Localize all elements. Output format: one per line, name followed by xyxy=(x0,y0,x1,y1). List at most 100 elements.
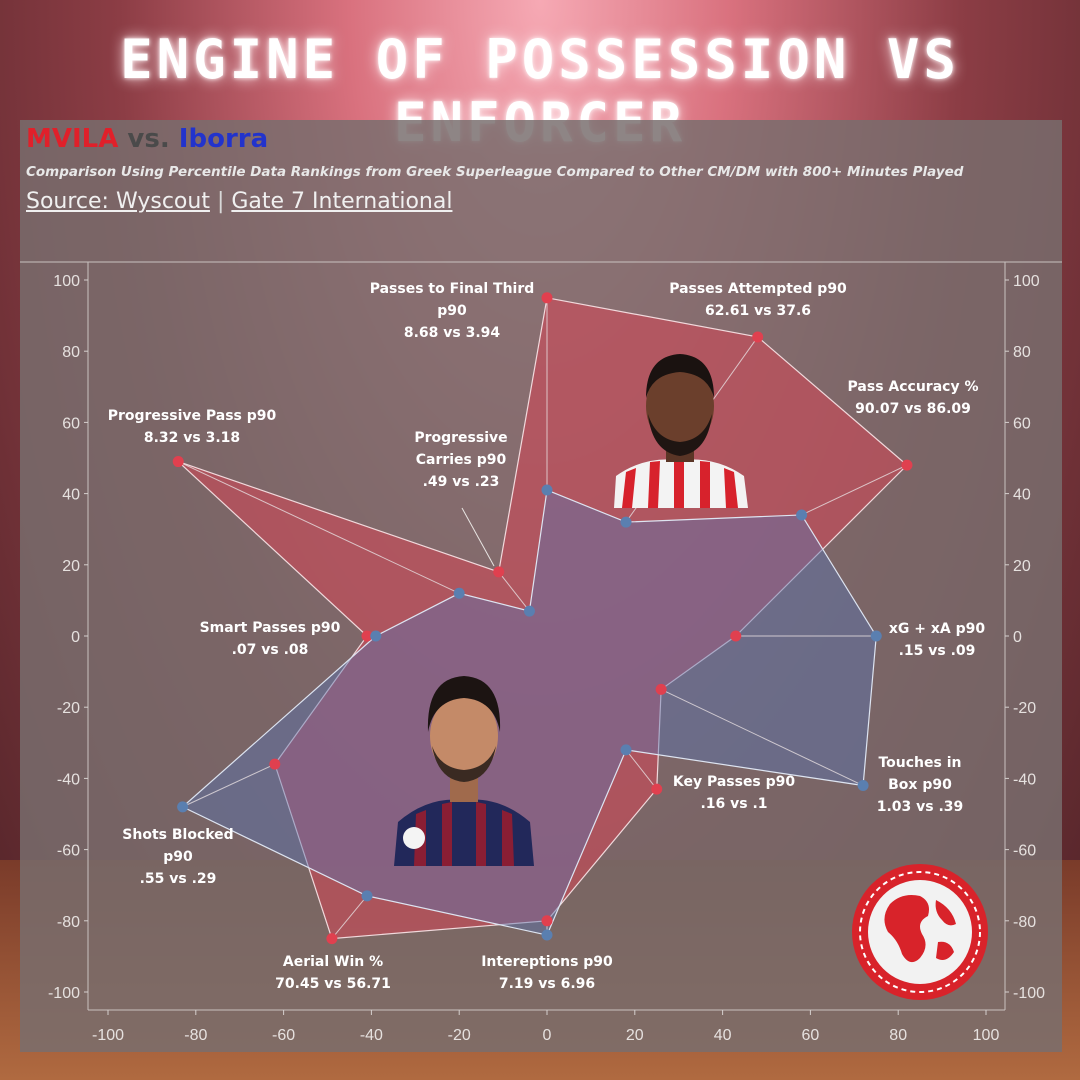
annotation-values: 62.61 vs 37.6 xyxy=(704,303,812,319)
annotation-title-line: Intereptions p90 xyxy=(481,954,613,970)
y-tick-label: 100 xyxy=(53,273,80,290)
point-mvila xyxy=(493,566,505,578)
gate7-international-logo xyxy=(852,864,988,1000)
y-tick-label-right: -60 xyxy=(1013,843,1036,860)
y-tick-label-right: 40 xyxy=(1013,487,1031,504)
annotation-label: Shots Blocked p90 .55 vs .29 xyxy=(122,824,233,890)
y-tick-label-right: -80 xyxy=(1013,914,1036,931)
point-mvila xyxy=(901,459,913,471)
source-line: Source: Wyscout | Gate 7 International xyxy=(26,189,452,214)
annotation-title-line: Box p90 xyxy=(888,777,952,793)
annotation-title-line: Progressive xyxy=(414,430,508,446)
stat-connector xyxy=(801,464,908,516)
point-iborra xyxy=(523,605,535,617)
x-tick-label: -20 xyxy=(448,1027,471,1044)
annotation-title-line: Touches in xyxy=(878,755,962,771)
annotation-title-line: Passes to Final Third xyxy=(369,281,535,297)
comparison-heading: MVILA vs. Iborra xyxy=(26,124,268,154)
point-iborra xyxy=(361,890,373,902)
annotation-title-line: xG + xA p90 xyxy=(888,621,986,637)
point-iborra xyxy=(870,630,882,642)
y-tick-label: 0 xyxy=(71,629,80,646)
x-tick-label: 20 xyxy=(626,1027,644,1044)
vs-label: vs. xyxy=(127,124,170,154)
y-tick-label-right: 100 xyxy=(1013,273,1040,290)
y-tick-label-right: -20 xyxy=(1013,700,1036,717)
y-tick-label: -60 xyxy=(57,843,80,860)
point-mvila xyxy=(172,456,184,468)
annotation-label: Passes Attempted p90 62.61 vs 37.6 xyxy=(669,278,847,322)
annotation-title-line: Smart Passes p90 xyxy=(199,620,341,636)
point-mvila xyxy=(651,783,663,795)
y-tick-label: 60 xyxy=(62,415,80,432)
point-mvila xyxy=(326,933,338,945)
annotation-label: Smart Passes p90 .07 vs .08 xyxy=(200,617,341,661)
x-tick-label: 60 xyxy=(802,1027,820,1044)
x-tick-label: -60 xyxy=(272,1027,295,1044)
point-iborra xyxy=(857,780,869,792)
point-iborra xyxy=(796,509,808,521)
y-tick-label: 80 xyxy=(62,344,80,361)
y-tick-label-right: 80 xyxy=(1013,344,1031,361)
y-tick-label: -80 xyxy=(57,914,80,931)
point-mvila xyxy=(361,630,373,642)
y-tick-label-right: 20 xyxy=(1013,558,1031,575)
annotation-title-line: Pass Accuracy % xyxy=(847,379,979,395)
annotation-values: 70.45 vs 56.71 xyxy=(275,976,391,992)
point-mvila xyxy=(730,630,742,642)
x-tick-label: 40 xyxy=(714,1027,732,1044)
x-tick-label: 100 xyxy=(973,1027,1000,1044)
point-mvila xyxy=(541,915,553,927)
y-tick-label: 20 xyxy=(62,558,80,575)
source-separator: | xyxy=(216,189,225,214)
source-link[interactable]: Source: Wyscout xyxy=(26,189,210,214)
y-tick-label-right: -100 xyxy=(1013,985,1045,1002)
y-tick-label-right: 60 xyxy=(1013,415,1031,432)
chart-subtitle: Comparison Using Percentile Data Ranking… xyxy=(26,164,964,180)
annotation-values: 8.32 vs 3.18 xyxy=(143,430,241,446)
annotation-title-line: Carries p90 xyxy=(415,452,507,468)
gate7-link[interactable]: Gate 7 International xyxy=(231,189,453,214)
stat-connector xyxy=(182,763,276,808)
point-mvila xyxy=(655,683,667,695)
point-iborra xyxy=(541,484,553,496)
annotation-label: Key Passes p90 .16 vs .1 xyxy=(673,771,795,815)
point-iborra xyxy=(620,516,632,528)
annotation-title-line: Progressive Pass p90 xyxy=(107,408,277,424)
player-photo-mvila xyxy=(614,354,748,508)
point-iborra xyxy=(370,630,382,642)
y-tick-label-right: -40 xyxy=(1013,771,1036,788)
annotation-title-line: Shots Blocked xyxy=(122,827,234,843)
y-tick-label-right: 0 xyxy=(1013,629,1022,646)
player-photo-iborra xyxy=(394,676,534,866)
annotation-label: Intereptions p90 7.19 vs 6.96 xyxy=(481,951,613,995)
annotation-values: 1.03 vs .39 xyxy=(876,799,964,815)
annotation-label: Passes to Final Third p90 8.68 vs 3.94 xyxy=(370,278,535,344)
y-tick-label: -100 xyxy=(48,985,80,1002)
annotation-label: Touches in Box p90 1.03 vs .39 xyxy=(877,752,964,818)
annotation-values: .15 vs .09 xyxy=(898,643,976,659)
annotation-values: .55 vs .29 xyxy=(139,871,217,887)
annotation-label: Pass Accuracy % 90.07 vs 86.09 xyxy=(848,376,979,420)
annotation-values: 90.07 vs 86.09 xyxy=(855,401,971,417)
x-tick-label: -100 xyxy=(92,1027,124,1044)
y-tick-label: -40 xyxy=(57,771,80,788)
annotation-values: 7.19 vs 6.96 xyxy=(498,976,596,992)
leader-line xyxy=(461,507,495,567)
stat-connector xyxy=(660,688,864,786)
annotation-values: .07 vs .08 xyxy=(231,642,309,658)
annotation-values: 8.68 vs 3.94 xyxy=(403,325,501,341)
x-tick-label: 80 xyxy=(889,1027,907,1044)
annotation-title-line: Passes Attempted p90 xyxy=(669,281,847,297)
annotation-label: Progressive Carries p90 .49 vs .23 xyxy=(414,427,507,493)
stat-connector xyxy=(498,571,530,612)
annotation-title-line: Key Passes p90 xyxy=(672,774,796,790)
x-tick-label: -40 xyxy=(360,1027,383,1044)
point-mvila xyxy=(541,292,553,304)
y-tick-label: -20 xyxy=(57,700,80,717)
annotation-values: .16 vs .1 xyxy=(700,796,768,812)
annotation-title-line: p90 xyxy=(163,849,193,865)
player-b-name: Iborra xyxy=(178,124,269,154)
point-iborra xyxy=(620,744,632,756)
